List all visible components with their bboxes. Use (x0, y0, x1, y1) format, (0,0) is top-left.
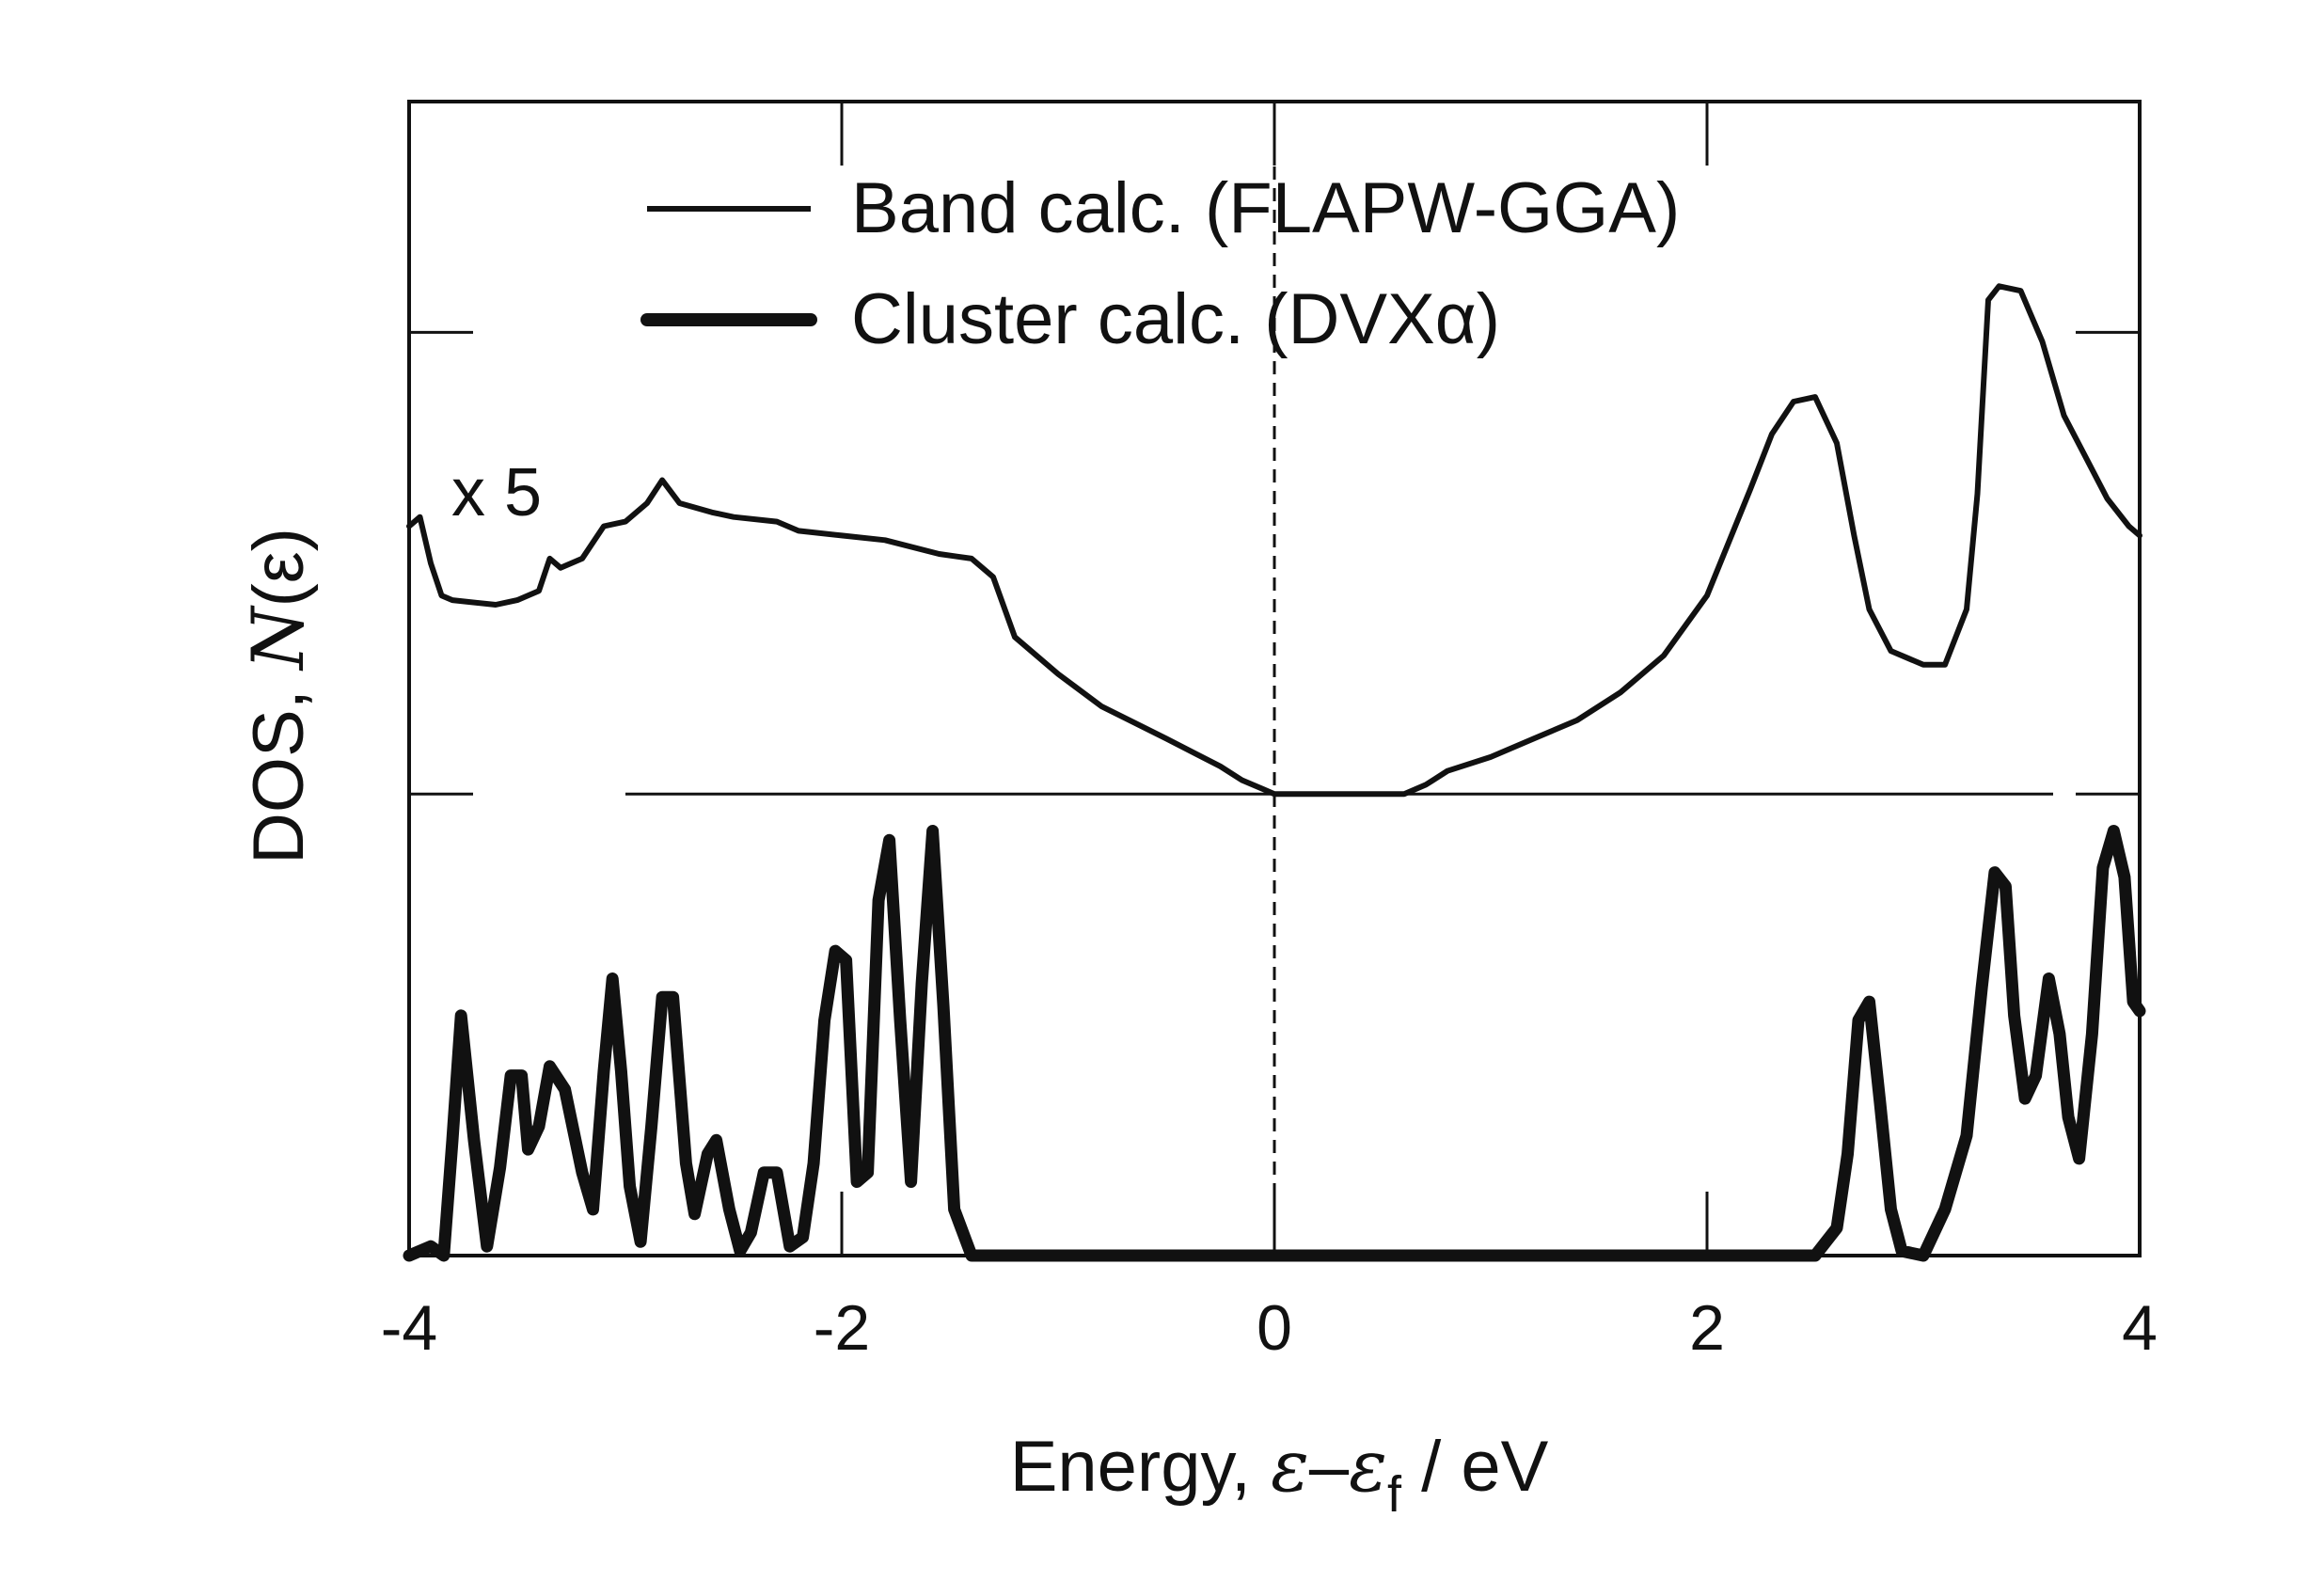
x-tick-labels: -4 -2 0 2 4 (381, 1292, 2158, 1364)
plot-frame (407, 100, 2142, 1257)
x-axis-title-prefix: Energy, (1010, 1427, 1271, 1507)
scale-factor-annotation: x 5 (451, 455, 542, 530)
x-axis-title-subscript: f (1387, 1466, 1402, 1523)
legend: Band calc. (FLAPW-GGA) Cluster calc. (DV… (640, 168, 1680, 359)
x-tick-label-3: 2 (1689, 1292, 1725, 1364)
x-tick-label-2: 0 (1257, 1292, 1292, 1364)
series-cluster-calc-line (403, 825, 2146, 1262)
x-axis-title-suffix: / eV (1401, 1427, 1549, 1507)
y-axis-title: DOS, N(ε) (236, 528, 320, 864)
x-axis-title-dash: – (1309, 1427, 1350, 1507)
x-tick-label-1: -2 (814, 1292, 870, 1364)
y-axis-title-prefix: DOS, (239, 670, 319, 864)
x-axis-title-epsilon: ε (1271, 1424, 1309, 1508)
x-tick-label-0: -4 (381, 1292, 437, 1364)
legend-label-cluster: Cluster calc. (DVXα) (851, 279, 1500, 359)
x-tick-label-4: 4 (2122, 1292, 2158, 1364)
y-axis-title-n: N (236, 605, 320, 672)
series-band-calc-line (406, 283, 2142, 798)
x-axis-title-epsilon-f: ε (1349, 1424, 1387, 1508)
y-axis-title-suffix: (ε) (239, 528, 319, 608)
x-axis-title: Energy, ε–εf / eV (1010, 1424, 1549, 1523)
legend-label-band: Band calc. (FLAPW-GGA) (851, 168, 1680, 248)
